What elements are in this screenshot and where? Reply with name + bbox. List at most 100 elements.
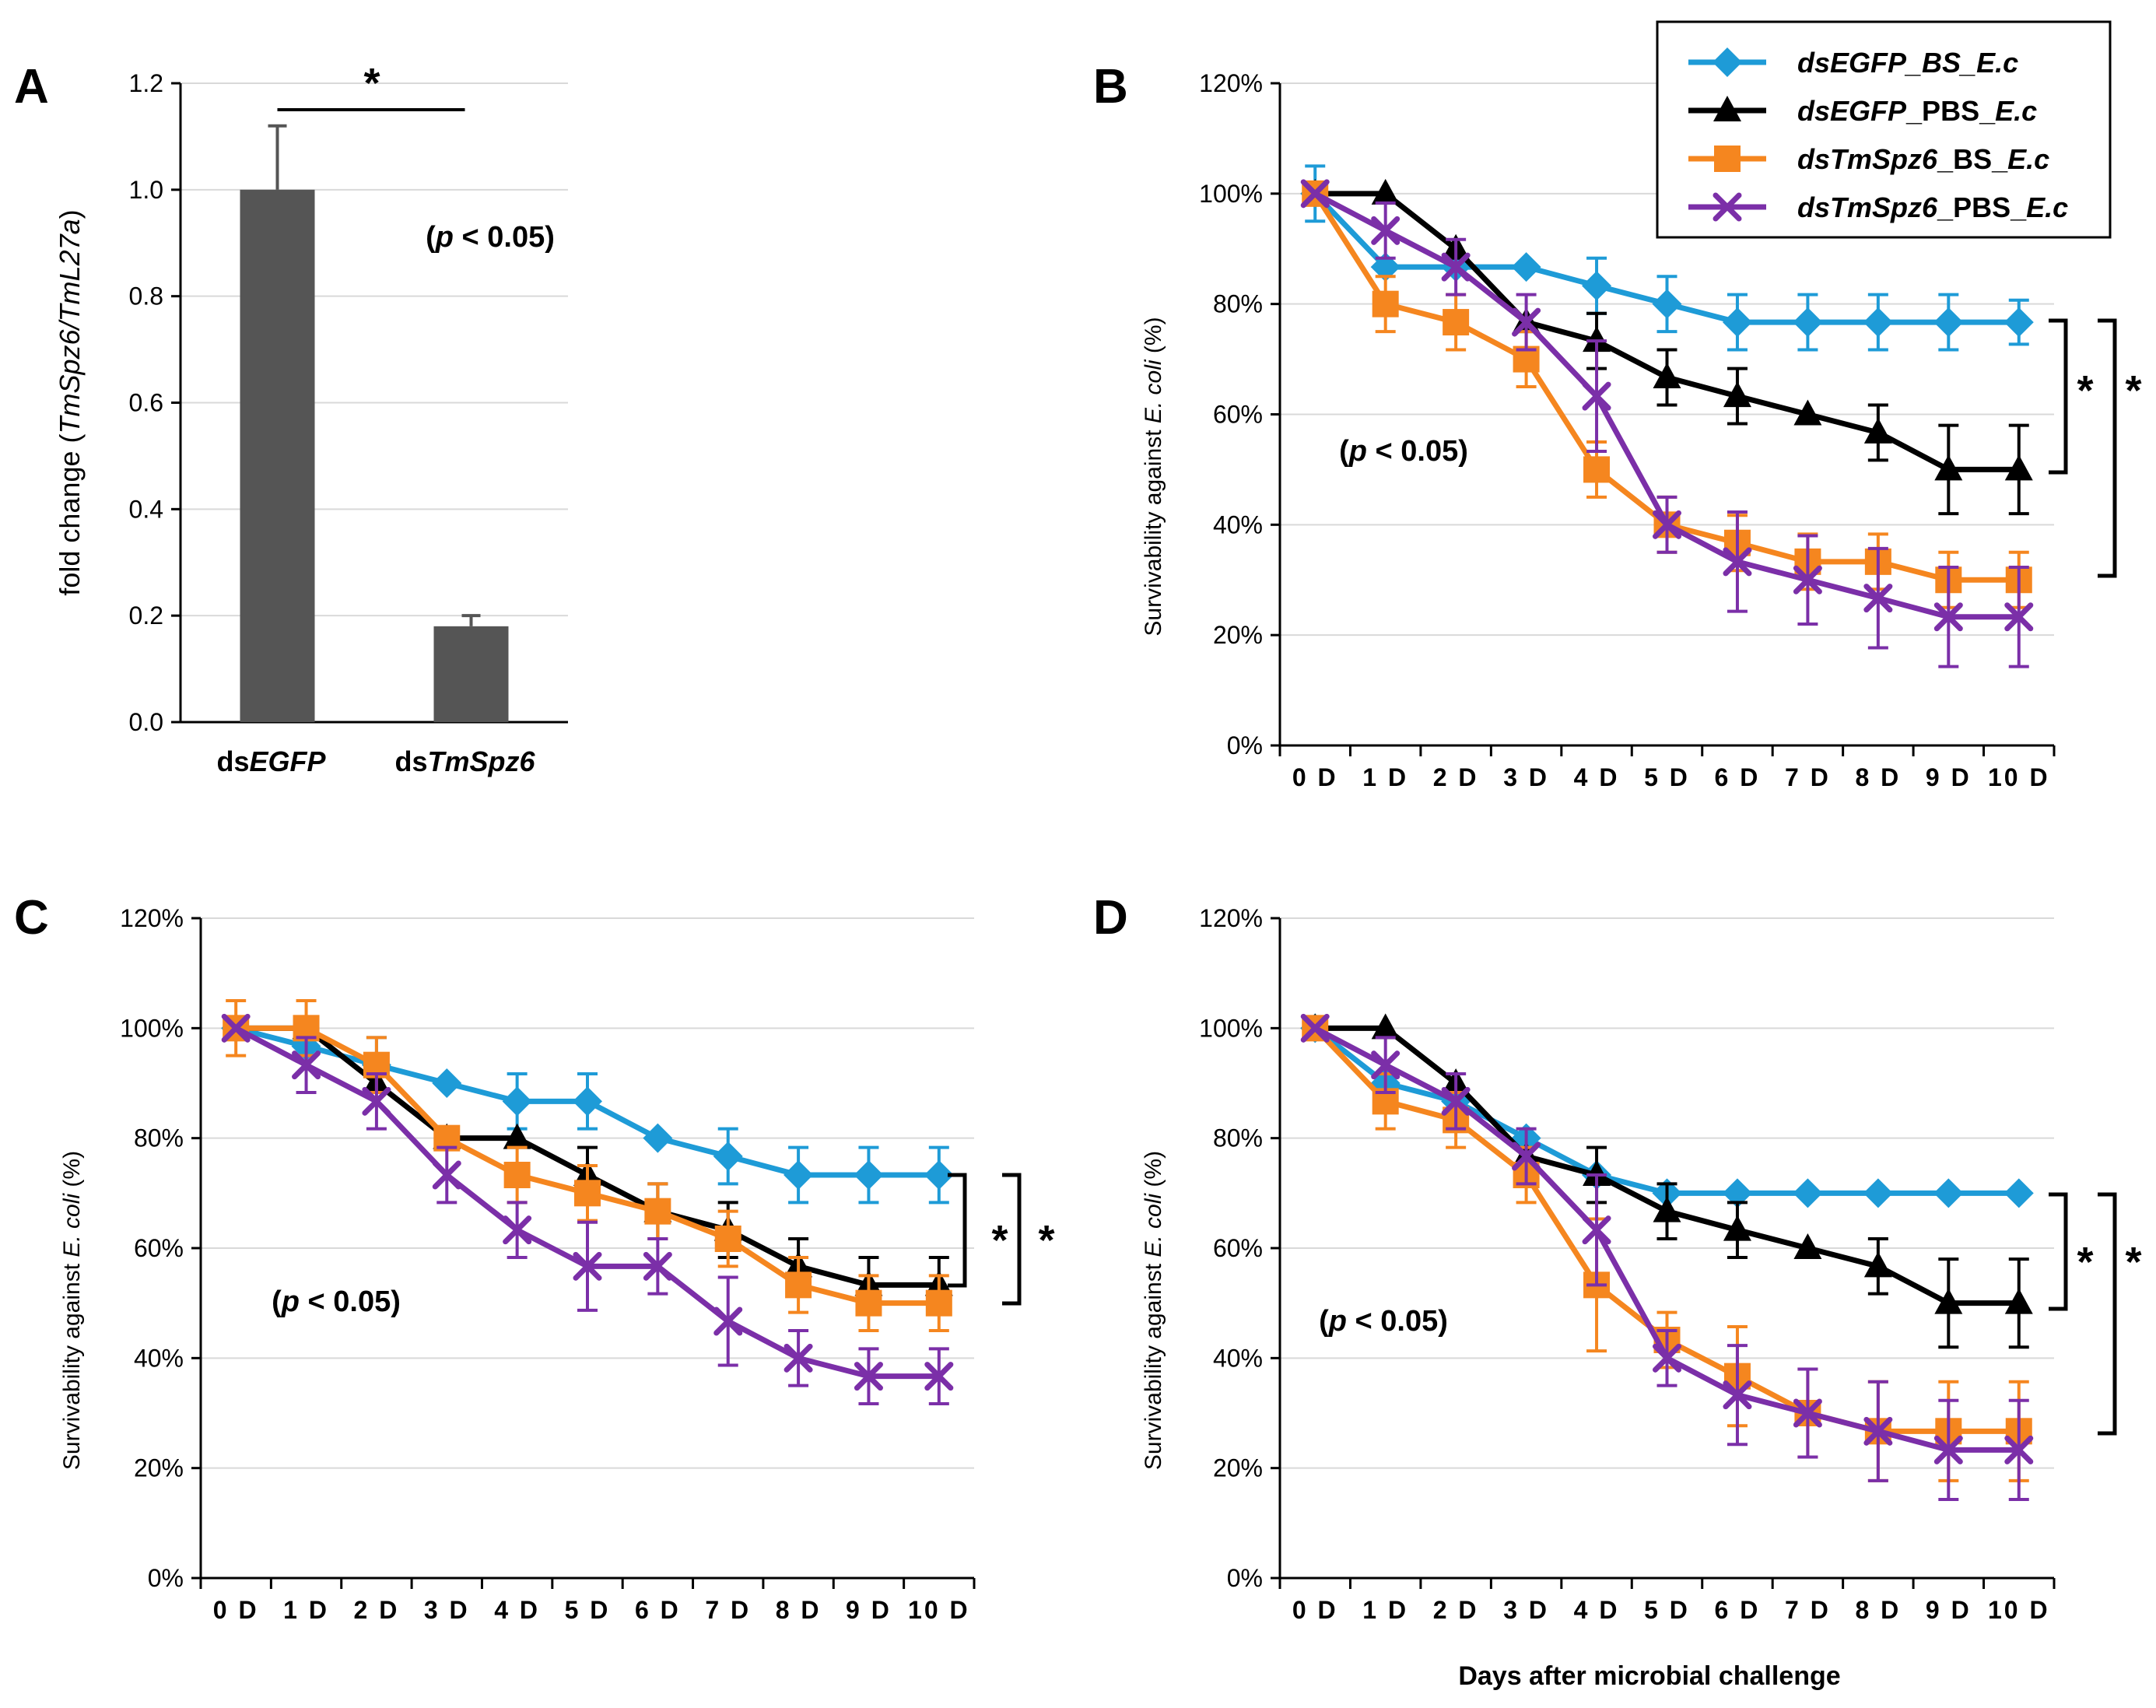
data-point <box>1793 399 1822 426</box>
marker-stroke <box>432 1160 461 1190</box>
category-label: dsTmSpz6 <box>394 745 535 777</box>
data-point <box>1934 454 1963 481</box>
data-point <box>432 1160 461 1190</box>
p-value-label: (p < 0.05) <box>1339 435 1468 468</box>
data-point <box>432 1068 462 1098</box>
text-run: ( <box>272 1285 282 1318</box>
y-tick-label: 80% <box>1213 1124 1263 1152</box>
data-point <box>1583 326 1611 352</box>
data-point <box>2004 454 2033 481</box>
text-run: ( <box>1319 1305 1329 1338</box>
x-tick-label: 1 D <box>283 1596 329 1624</box>
x-tick-label: 5 D <box>1644 763 1690 791</box>
series-dstmspz6-bs-e-c <box>223 999 952 1332</box>
marker-stroke <box>713 1306 743 1336</box>
text-run: p <box>1348 435 1367 468</box>
data-point <box>1441 252 1471 282</box>
data-point <box>1934 1288 1963 1314</box>
marker-stroke <box>1300 1013 1330 1043</box>
data-point <box>854 1362 883 1391</box>
marker-stroke <box>1371 216 1401 245</box>
legend: dsEGFP_BS_E.cdsEGFP_PBS_E.cdsTmSpz6_BS_E… <box>1656 20 2112 239</box>
data-point <box>2004 602 2034 632</box>
y-tick-label: 0.2 <box>129 601 163 630</box>
significance-bracket <box>2049 318 2068 475</box>
text-run: E. coli <box>59 1193 85 1257</box>
y-tick-label: 0.8 <box>129 282 163 310</box>
data-point <box>1443 309 1470 336</box>
data-point <box>1793 307 1823 338</box>
legend-item: dsTmSpz6_PBS_E.c <box>1688 191 2068 223</box>
y-tick-label: 60% <box>134 1234 184 1262</box>
data-point <box>1863 1416 1893 1446</box>
y-tick-label: 20% <box>134 1454 184 1482</box>
data-point <box>292 1050 321 1080</box>
data-point <box>1863 1178 1893 1208</box>
data-point <box>1300 179 1330 209</box>
data-point <box>1512 1142 1541 1171</box>
text-run: p <box>435 221 454 254</box>
data-point <box>1652 289 1682 319</box>
text-run: ( <box>1339 435 1349 468</box>
x-tick-label: 2 D <box>1433 763 1479 791</box>
marker-stroke <box>1653 510 1681 539</box>
legend-item: dsEGFP_BS_E.c <box>1688 47 2018 79</box>
y-tick-label: 0% <box>148 1564 184 1592</box>
data-point <box>1371 1050 1401 1080</box>
text-run: ds <box>216 745 249 777</box>
x-tick-label: 6 D <box>635 1596 681 1624</box>
legend-label: dsEGFP_PBS_E.c <box>1797 95 2037 127</box>
data-point <box>714 1225 741 1252</box>
text-run: (%) <box>1141 317 1166 359</box>
text-run: E.c <box>2026 191 2068 223</box>
data-point <box>1371 216 1401 245</box>
x-tick-label: 7 D <box>705 1596 751 1624</box>
text-run: (%) <box>59 1151 85 1194</box>
data-point <box>1722 307 1752 338</box>
data-point <box>784 1343 813 1373</box>
marker-stroke <box>1582 1215 1611 1245</box>
bar <box>433 626 509 722</box>
data-point <box>1793 1178 1823 1208</box>
significance-bracket <box>2098 318 2117 578</box>
data-point <box>1723 1380 1752 1410</box>
x-tick-label: 0 D <box>1292 1596 1338 1624</box>
series-dstmspz6-pbs-e-c <box>1300 1013 2034 1501</box>
data-point <box>925 1289 952 1317</box>
data-point <box>855 1289 882 1317</box>
data-point <box>1933 1435 1963 1464</box>
marker-stroke <box>1723 547 1752 577</box>
y-tick-label: 100% <box>1199 180 1263 208</box>
text-run: E. coli <box>1141 1193 1166 1257</box>
y-tick-label: 1.0 <box>129 176 163 204</box>
panel-letter-a: A <box>14 60 49 114</box>
marker-stroke <box>854 1362 883 1391</box>
x-tick-label: 5 D <box>565 1596 611 1624</box>
data-point <box>643 1123 673 1153</box>
legend-marker <box>1713 192 1742 222</box>
y-axis-title: Survivability against E. coli (%) <box>1141 1151 1166 1470</box>
text-run: Survivability against <box>59 1257 85 1470</box>
significance-bracket <box>2049 1192 2068 1311</box>
marker-stroke <box>362 1086 391 1116</box>
x-tick-label: 8 D <box>1855 763 1901 791</box>
data-point <box>1863 307 1893 338</box>
text-run: dsEGFP_BS_E.c <box>1797 47 2018 79</box>
text-run: E.c <box>1995 95 2037 127</box>
x-tick-label: 9 D <box>846 1596 892 1624</box>
text-run: ds <box>394 745 427 777</box>
marker-stroke <box>503 1215 532 1245</box>
significance-bracket <box>948 1173 967 1288</box>
data-point <box>502 1086 532 1117</box>
x-tick-label: 6 D <box>1715 763 1761 791</box>
significance-star: * <box>2125 1239 2141 1285</box>
y-axis-title: Survivability against E. coli (%) <box>59 1151 85 1470</box>
data-point <box>1863 584 1893 613</box>
panel-letter-c: C <box>14 891 49 945</box>
y-tick-label: 80% <box>134 1124 184 1152</box>
legend-marker <box>1714 146 1741 172</box>
data-point <box>644 1198 671 1225</box>
legend-marker <box>1713 96 1741 121</box>
marker-stroke <box>1863 1416 1893 1446</box>
data-point <box>573 1251 602 1281</box>
